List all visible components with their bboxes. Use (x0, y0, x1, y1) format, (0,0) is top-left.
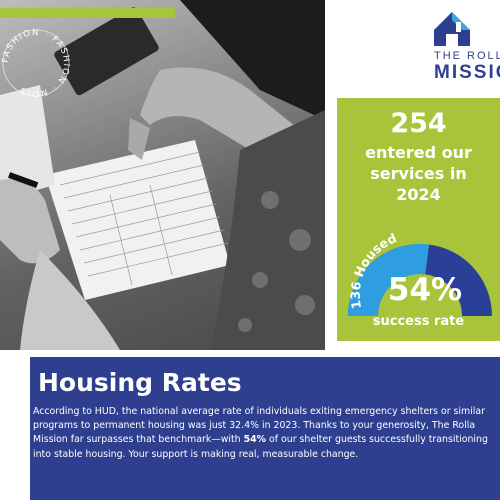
body-text-part-1: According to HUD, the national average r… (33, 406, 485, 446)
entered-description-line-3: 2024 (396, 185, 441, 204)
entered-count: 254 (390, 108, 447, 139)
body-highlight: 54% (243, 434, 267, 446)
logo-line-1: THE ROLLA (434, 50, 500, 62)
body-text-part-2: of our shelter guests successfully trans… (33, 434, 488, 460)
section-body: According to HUD, the national average r… (33, 405, 493, 462)
entered-description-line-1: entered our (365, 143, 472, 162)
success-rate-label: success rate (372, 314, 465, 329)
logo-line-2: MISSION (434, 62, 500, 83)
info-band: Housing Rates According to HUD, the nati… (30, 357, 500, 500)
green-accent-bar (0, 8, 175, 18)
photo-hands-filling-form (0, 0, 325, 350)
entered-description: entered our services in 2024 (337, 142, 500, 205)
house-logo-icon (434, 12, 470, 46)
stat-panel: 254 entered our services in 2024 136 Hou… (337, 98, 500, 341)
gauge-housed-arc (348, 244, 430, 316)
housed-gauge: 136 Housed (348, 230, 492, 316)
entered-description-line-2: services in (370, 164, 467, 183)
seal-text: FASHION · FASHION · NOIS (1, 28, 71, 98)
section-title: Housing Rates (38, 368, 242, 397)
rolla-mission-logo: THE ROLLA MISSION (380, 8, 500, 83)
success-percent: 54% (387, 272, 463, 308)
fashion-seal-badge: FASHION · FASHION · NOIS (0, 18, 72, 108)
